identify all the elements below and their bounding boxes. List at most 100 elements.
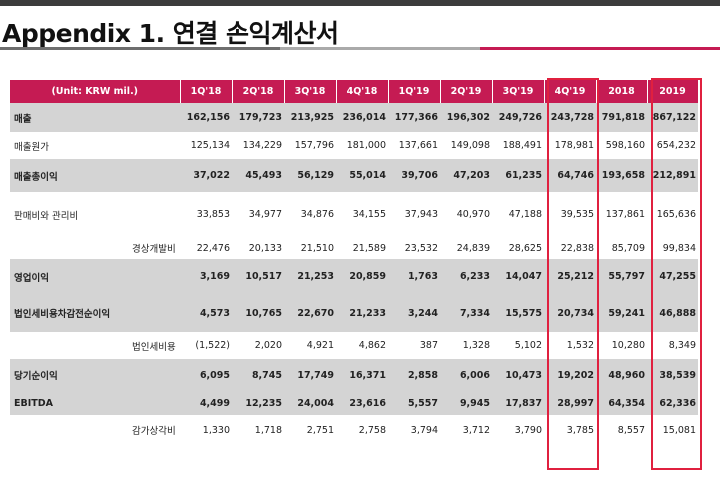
table-cell: 24,839: [456, 242, 490, 254]
table-cell: 1,330: [202, 424, 230, 436]
table-cell: 10,280: [611, 340, 645, 351]
table-cell: 21,233: [336, 294, 388, 332]
table-cell: 59,241: [596, 294, 647, 332]
table-cell: 654,232: [656, 140, 696, 151]
table-cell: 28,997: [544, 391, 596, 415]
table-cell: 4,573: [180, 294, 232, 332]
table-cell: 15,081: [662, 424, 696, 436]
table-cell: 23,616: [336, 391, 388, 415]
table-cell: 4,921: [306, 340, 334, 351]
column-header: 4Q'18: [336, 80, 389, 103]
table-row: 당기순이익 6,095 8,745 17,749 16,371 2,858 6,…: [10, 359, 698, 391]
table-cell: 37,022: [180, 159, 232, 192]
table-cell: 45,493: [232, 159, 284, 192]
table-cell: 64,746: [544, 159, 596, 192]
table-cell: 6,095: [180, 359, 232, 391]
table-cell: 5,557: [388, 391, 440, 415]
table-cell: 1,532: [566, 340, 594, 351]
table-cell: 2,020: [254, 340, 282, 351]
table-cell: 64,354: [596, 391, 647, 415]
row-label: EBITDA: [10, 391, 180, 415]
table-cell: 157,796: [294, 140, 334, 151]
table-cell: 10,765: [232, 294, 284, 332]
table-row: 판매비와 관리비 33,853 34,977 34,876 34,155 37,…: [10, 192, 698, 237]
title-divider-accent: [480, 47, 720, 50]
row-label: 법인세비용: [132, 341, 176, 353]
table-cell: 4,862: [358, 340, 386, 351]
table-cell: 2,858: [388, 359, 440, 391]
table-cell: 134,229: [242, 140, 282, 151]
table-cell: 28,625: [508, 242, 542, 254]
table-cell: 791,818: [596, 103, 647, 132]
table-cell: 21,253: [284, 259, 336, 294]
column-header: 1Q'18: [180, 80, 233, 103]
table-row: 법인세비용 (1,522) 2,020 4,921 4,862 387 1,32…: [10, 332, 698, 359]
table-cell: 181,000: [346, 140, 386, 151]
unit-label: (Unit: KRW mil.): [10, 80, 181, 103]
table-cell: 3,785: [566, 424, 594, 436]
table-cell: 3,712: [462, 424, 490, 436]
table-cell: 3,794: [410, 424, 438, 436]
table-cell: 178,981: [554, 140, 594, 151]
table-cell: 196,302: [440, 103, 492, 132]
table-cell: 39,706: [388, 159, 440, 192]
row-label: 경상개발비: [132, 244, 176, 255]
table-cell: 17,749: [284, 359, 336, 391]
table-cell: 19,202: [544, 359, 596, 391]
table-cell: 24,004: [284, 391, 336, 415]
table-cell: 1,328: [462, 340, 490, 351]
column-header: 3Q'18: [284, 80, 337, 103]
table-row: 감가상각비 1,330 1,718 2,751 2,758 3,794 3,71…: [10, 415, 698, 445]
table-cell: 20,133: [248, 242, 282, 254]
table-cell: 16,371: [336, 359, 388, 391]
table-cell: 55,797: [596, 259, 647, 294]
table-cell: 38,539: [647, 359, 698, 391]
table-cell: 243,728: [544, 103, 596, 132]
column-header: 1Q'19: [388, 80, 441, 103]
table-cell: 47,203: [440, 159, 492, 192]
page-title: Appendix 1. 연결 손익계산서: [2, 19, 339, 48]
row-label: 판매비와 관리비: [14, 210, 79, 222]
income-statement-table: (Unit: KRW mil.) 1Q'18 2Q'18 3Q'18 4Q'18…: [10, 80, 699, 445]
table-cell: 5,102: [514, 340, 542, 351]
column-header: 2018: [596, 80, 648, 103]
table-cell: 12,235: [232, 391, 284, 415]
table-cell: 55,014: [336, 159, 388, 192]
table-cell: 6,006: [440, 359, 492, 391]
table-cell: 387: [419, 340, 438, 351]
table-cell: 15,575: [492, 294, 544, 332]
table-cell: 10,473: [492, 359, 544, 391]
title-divider: [0, 47, 280, 50]
table-row: 경상개발비 22,476 20,133 21,510 21,589 23,532…: [10, 237, 698, 259]
table-cell: 17,837: [492, 391, 544, 415]
table-cell: 61,235: [492, 159, 544, 192]
table-cell: 3,169: [180, 259, 232, 294]
table-cell: 34,876: [300, 209, 334, 220]
table-cell: 34,155: [352, 209, 386, 220]
table-cell: 249,726: [492, 103, 544, 132]
table-cell: 1,718: [254, 424, 282, 436]
row-label: 영업이익: [10, 259, 180, 294]
top-strip: [0, 0, 720, 6]
table-cell: 7,334: [440, 294, 492, 332]
table-cell: 21,589: [352, 242, 386, 254]
table-cell: 162,156: [180, 103, 232, 132]
table-cell: 46,888: [647, 294, 698, 332]
table-cell: 99,834: [662, 242, 696, 254]
table-cell: 867,122: [647, 103, 698, 132]
table-cell: 3,244: [388, 294, 440, 332]
table-cell: 25,212: [544, 259, 596, 294]
table-cell: 1,763: [388, 259, 440, 294]
table-cell: 2,751: [306, 424, 334, 436]
row-label: 당기순이익: [10, 359, 180, 391]
table-cell: 236,014: [336, 103, 388, 132]
table-cell: 20,859: [336, 259, 388, 294]
table-cell: 34,977: [248, 209, 282, 220]
table-cell: 39,535: [560, 209, 594, 220]
table-cell: 62,336: [647, 391, 698, 415]
row-label: 감가상각비: [132, 426, 176, 437]
table-cell: 85,709: [611, 242, 645, 254]
table-cell: 598,160: [605, 140, 645, 151]
row-label: 매출: [10, 103, 180, 132]
column-header: 2Q'18: [232, 80, 285, 103]
